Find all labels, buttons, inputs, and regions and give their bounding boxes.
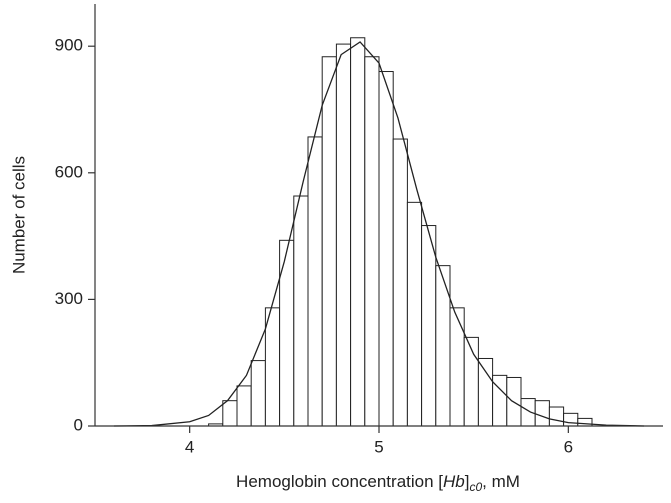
bar xyxy=(477,357,494,427)
y-tick-label: 0 xyxy=(74,415,83,434)
bar xyxy=(435,265,451,427)
bar xyxy=(548,406,565,427)
y-tick-label: 300 xyxy=(55,289,83,308)
bar xyxy=(463,336,479,427)
bar xyxy=(236,385,252,427)
bar xyxy=(307,136,323,427)
x-tick-label: 4 xyxy=(185,437,194,456)
bar xyxy=(421,225,437,427)
bar xyxy=(520,398,536,427)
x-label-part: ] xyxy=(465,472,470,491)
bar xyxy=(279,239,295,427)
x-label-part: Hemoglobin concentration [ xyxy=(236,472,443,491)
x-label-part: c0 xyxy=(469,480,482,494)
bar xyxy=(449,307,465,427)
x-tick-label: 6 xyxy=(564,437,573,456)
x-label-part: Hb xyxy=(443,472,465,491)
bar xyxy=(264,307,281,427)
bar xyxy=(335,43,352,427)
y-tick-label: 600 xyxy=(55,162,83,181)
fit-curve xyxy=(113,41,645,427)
y-axis-label: Number of cells xyxy=(9,156,28,274)
bar xyxy=(250,360,266,427)
bar xyxy=(378,71,394,427)
bar xyxy=(222,400,238,427)
x-tick-label: 5 xyxy=(374,437,383,456)
bar xyxy=(364,56,380,427)
y-tick-label: 900 xyxy=(55,36,83,55)
bar xyxy=(350,37,366,427)
bar xyxy=(406,201,423,427)
bar xyxy=(293,195,309,427)
bar xyxy=(577,417,593,427)
bar xyxy=(563,412,579,427)
x-axis-label: Hemoglobin concentration [Hb]c0, mM xyxy=(236,472,520,494)
x-label-part: , mM xyxy=(482,472,520,491)
bar xyxy=(534,400,550,427)
bar xyxy=(321,56,337,427)
bar xyxy=(392,138,408,427)
